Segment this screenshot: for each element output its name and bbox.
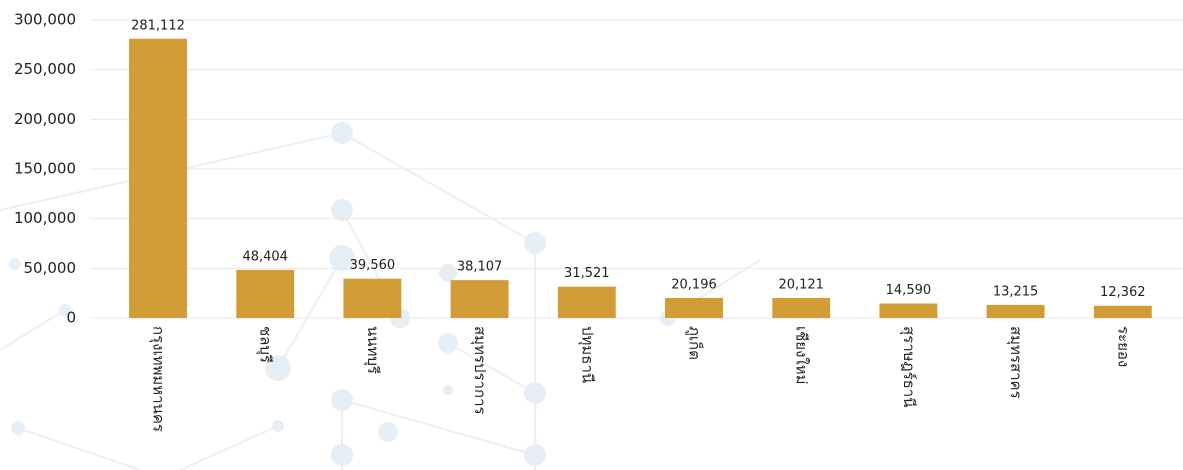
bar xyxy=(772,298,831,318)
value-label: 39,560 xyxy=(350,258,396,273)
x-tick-label: นนทบุรี xyxy=(363,326,382,374)
value-label: 12,362 xyxy=(1100,285,1146,300)
x-tick-label: ปทุมธานี xyxy=(577,326,596,383)
bar xyxy=(236,269,295,318)
value-label: 38,107 xyxy=(457,260,503,275)
value-label: 13,215 xyxy=(993,284,1039,299)
value-label: 20,196 xyxy=(671,277,717,292)
bar xyxy=(343,278,402,318)
y-tick-label: 300,000 xyxy=(14,11,76,29)
x-tick-label: สมุทรปราการ xyxy=(470,326,489,415)
y-tick-label: 0 xyxy=(66,309,76,327)
y-tick-label: 100,000 xyxy=(14,209,76,227)
value-label: 20,121 xyxy=(778,278,824,293)
x-tick-label: ชลบุรี xyxy=(256,326,275,363)
bar xyxy=(129,38,187,318)
y-tick-label: 250,000 xyxy=(14,60,76,78)
x-tick-label: เชียงใหม่ xyxy=(793,326,811,385)
bar xyxy=(986,304,1045,318)
bar xyxy=(665,297,723,318)
value-label: 14,590 xyxy=(886,283,932,298)
y-tick-label: 50,000 xyxy=(24,259,77,277)
x-tick-label: สุราษฎร์ธานี xyxy=(899,326,918,407)
y-tick-label: 150,000 xyxy=(14,160,76,178)
x-tick-label: ภูเก็ต xyxy=(686,326,705,360)
value-label: 48,404 xyxy=(242,249,288,264)
bar xyxy=(557,286,616,318)
bar xyxy=(450,280,509,318)
x-tick-label: สมุทรสาคร xyxy=(1006,326,1025,399)
bar xyxy=(1093,305,1152,318)
value-label: 31,521 xyxy=(564,266,610,281)
bar xyxy=(879,303,938,318)
x-tick-label: ระยอง xyxy=(1114,326,1132,367)
value-label: 281,112 xyxy=(131,18,185,33)
y-tick-label: 200,000 xyxy=(14,110,76,128)
x-tick-label: กรุงเทพมหานคร xyxy=(149,326,168,432)
